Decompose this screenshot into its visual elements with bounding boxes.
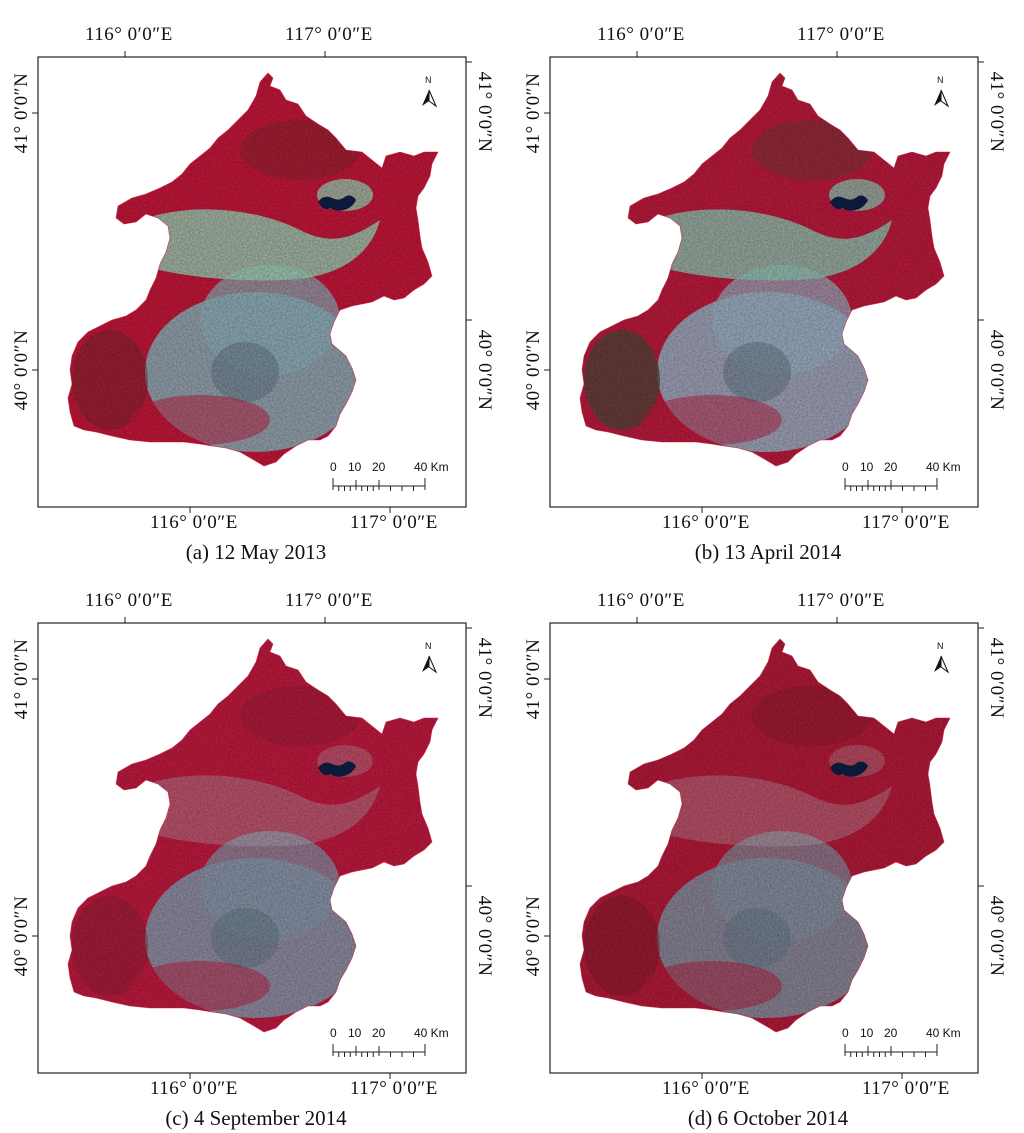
scale-label: 10 [860,460,874,474]
map-panel-a: N 0 10 20 40 Km 116° 0′0″E 117° 0′0″E 116° 0′0″… [0,0,512,566]
latitude-label-left: 41° 0′0″N [523,638,544,720]
scale-bar-icon [332,478,426,491]
panel-caption: (a) 12 May 2013 [185,540,327,564]
latitude-label-right: 41° 0′0″N [986,637,1007,719]
longitude-label-top: 117° 0′0″E [797,590,885,611]
longitude-label-bottom: 117° 0′0″E [862,1078,950,1099]
scale-label: 10 [860,1026,874,1040]
map-image [32,51,472,513]
scale-label: 10 [348,1026,362,1040]
longitude-label-top: 117° 0′0″E [797,24,885,45]
map-image [544,617,984,1079]
latitude-label-left: 40° 0′0″N [11,329,32,411]
latitude-label-left: 40° 0′0″N [523,895,544,977]
latitude-label-right: 41° 0′0″N [986,71,1007,153]
longitude-label-bottom: 116° 0′0″E [662,512,750,533]
scale-label: 0 [842,460,849,474]
scale-label: 20 [884,460,898,474]
longitude-label-top: 116° 0′0″E [85,24,173,45]
longitude-label-bottom: 116° 0′0″E [150,1078,238,1099]
reservoir [318,195,356,211]
scale-label: 0 [330,1026,337,1040]
reservoir [830,195,868,211]
longitude-label-bottom: 117° 0′0″E [350,512,438,533]
reservoir [830,761,868,777]
panel-caption: (b) 13 April 2014 [694,540,842,564]
map-panel-c: N 0 10 20 40 Km 116° 0′0″E 117° 0′0″E 116° 0′0″… [0,566,512,1132]
north-label: N [425,75,432,85]
reservoir [318,761,356,777]
longitude-label-bottom: 116° 0′0″E [662,1078,750,1099]
longitude-label-bottom: 116° 0′0″E [150,512,238,533]
north-label: N [937,75,944,85]
longitude-label-bottom: 117° 0′0″E [350,1078,438,1099]
scale-label: 40 Km [414,1026,449,1040]
map-image [32,617,472,1079]
scale-label: 40 Km [926,1026,961,1040]
map-panel-b: N 0 10 20 40 Km 116° 0′0″E 117° 0′0″E 116° 0′0″… [512,0,1024,566]
latitude-label-left: 40° 0′0″N [11,895,32,977]
latitude-label-left: 40° 0′0″N [523,329,544,411]
scale-label: 20 [372,1026,386,1040]
scale-label: 20 [372,460,386,474]
north-label: N [937,641,944,651]
north-arrow-icon [422,89,438,108]
scale-label: 0 [842,1026,849,1040]
longitude-label-top: 117° 0′0″E [285,24,373,45]
north-arrow-icon [934,655,950,674]
panel-caption: (d) 6 October 2014 [687,1106,849,1130]
north-arrow-icon [422,655,438,674]
longitude-label-top: 116° 0′0″E [85,590,173,611]
map-image [544,51,984,513]
map-panel-d: N 0 10 20 40 Km 116° 0′0″E 117° 0′0″E 116° 0′0″… [512,566,1024,1132]
latitude-label-left: 41° 0′0″N [11,638,32,720]
scale-bar-icon [844,1044,938,1057]
north-label: N [425,641,432,651]
north-arrow-icon [934,89,950,108]
latitude-label-right: 40° 0′0″N [474,895,495,977]
longitude-label-top: 117° 0′0″E [285,590,373,611]
panel-caption: (c) 4 September 2014 [165,1106,347,1130]
longitude-label-top: 116° 0′0″E [597,24,685,45]
latitude-label-left: 41° 0′0″N [523,72,544,154]
latitude-label-right: 40° 0′0″N [474,329,495,411]
scale-label: 40 Km [926,460,961,474]
latitude-label-right: 41° 0′0″N [474,637,495,719]
latitude-label-left: 41° 0′0″N [11,72,32,154]
scale-bar-icon [332,1044,426,1057]
longitude-label-bottom: 117° 0′0″E [862,512,950,533]
latitude-label-right: 41° 0′0″N [474,71,495,153]
latitude-label-right: 40° 0′0″N [986,895,1007,977]
longitude-label-top: 116° 0′0″E [597,590,685,611]
scale-bar-icon [844,478,938,491]
scale-label: 0 [330,460,337,474]
scale-label: 10 [348,460,362,474]
scale-label: 20 [884,1026,898,1040]
scale-label: 40 Km [414,460,449,474]
latitude-label-right: 40° 0′0″N [986,329,1007,411]
